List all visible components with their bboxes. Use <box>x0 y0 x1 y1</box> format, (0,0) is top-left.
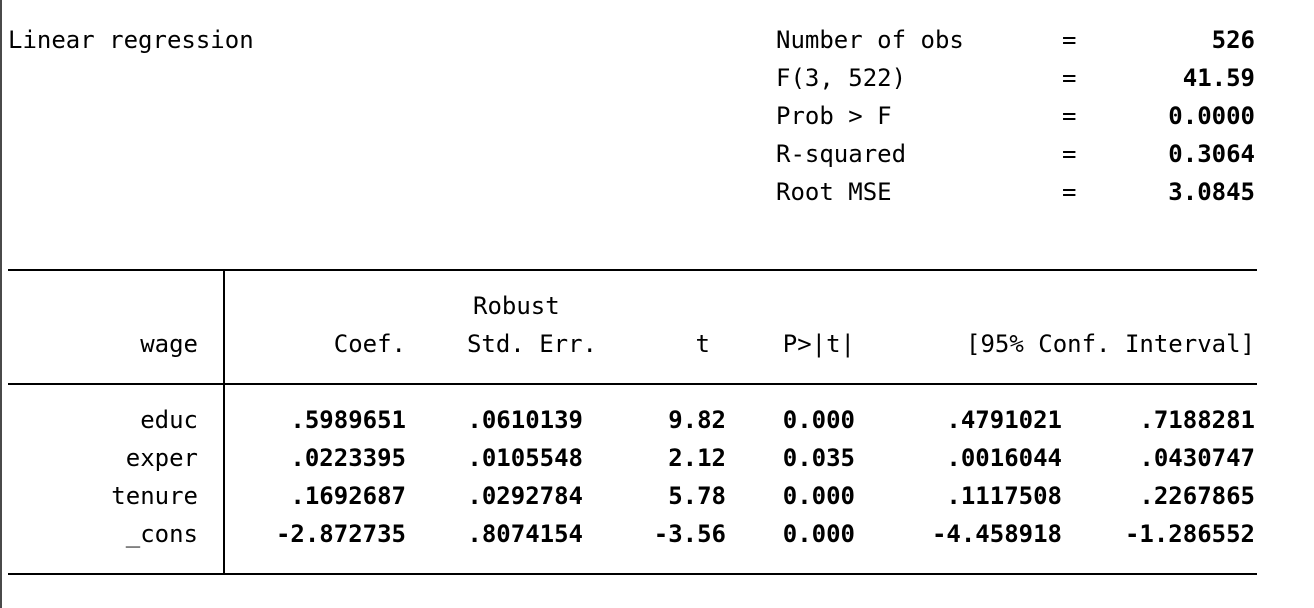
row-lo-educ: .4791021 <box>946 406 1062 434</box>
stat-eq-f: = <box>1062 64 1077 92</box>
row-hi-tenure: .2267865 <box>1139 482 1255 510</box>
row-t-tenure: 5.78 <box>668 482 726 510</box>
row-coef-exper: .0223395 <box>290 444 406 472</box>
table-top-rule <box>8 269 1257 271</box>
row-lo-tenure: .1117508 <box>946 482 1062 510</box>
row-se-tenure: .0292784 <box>467 482 583 510</box>
stat-label-f: F(3, 522) <box>776 64 907 92</box>
row-hi-cons: -1.286552 <box>1124 520 1255 548</box>
header-ci: [95% Conf. Interval] <box>966 330 1255 358</box>
stat-value-probf: 0.0000 <box>1168 102 1255 130</box>
row-coef-tenure: .1692687 <box>290 482 406 510</box>
row-var-educ: educ <box>140 406 198 434</box>
table-column-divider <box>223 270 225 574</box>
stat-value-nobs: 526 <box>1211 26 1255 54</box>
row-var-cons: _cons <box>125 520 198 548</box>
row-coef-educ: .5989651 <box>290 406 406 434</box>
header-coef: Coef. <box>333 330 406 358</box>
row-hi-educ: .7188281 <box>1139 406 1255 434</box>
header-t: t <box>695 330 710 358</box>
row-hi-exper: .0430747 <box>1139 444 1255 472</box>
stat-label-probf: Prob > F <box>776 102 892 130</box>
stat-eq-rsq: = <box>1062 140 1077 168</box>
stat-label-nobs: Number of obs <box>776 26 964 54</box>
table-header-rule <box>8 383 1257 385</box>
row-se-exper: .0105548 <box>467 444 583 472</box>
stat-value-f: 41.59 <box>1182 64 1255 92</box>
stat-label-rsq: R-squared <box>776 140 907 168</box>
table-bottom-rule <box>8 573 1257 575</box>
header-stderr: Std. Err. <box>466 330 597 358</box>
row-t-exper: 2.12 <box>668 444 726 472</box>
row-p-educ: 0.000 <box>782 406 855 434</box>
window-left-border <box>0 0 2 608</box>
row-var-tenure: tenure <box>111 482 198 510</box>
stat-value-rmse: 3.0845 <box>1168 178 1255 206</box>
stat-eq-nobs: = <box>1062 26 1077 54</box>
header-robust: Robust <box>473 292 560 320</box>
row-coef-cons: -2.872735 <box>275 520 406 548</box>
stat-eq-rmse: = <box>1062 178 1077 206</box>
stat-eq-probf: = <box>1062 102 1077 130</box>
row-lo-cons: -4.458918 <box>931 520 1062 548</box>
row-var-exper: exper <box>125 444 198 472</box>
stat-label-rmse: Root MSE <box>776 178 892 206</box>
header-p: P>|t| <box>782 330 855 358</box>
stat-value-rsq: 0.3064 <box>1168 140 1255 168</box>
row-p-exper: 0.035 <box>782 444 855 472</box>
header-depvar: wage <box>140 330 198 358</box>
row-p-cons: 0.000 <box>782 520 855 548</box>
row-p-tenure: 0.000 <box>782 482 855 510</box>
regression-title: Linear regression <box>8 26 254 54</box>
row-t-educ: 9.82 <box>668 406 726 434</box>
row-se-educ: .0610139 <box>467 406 583 434</box>
row-se-cons: .8074154 <box>467 520 583 548</box>
row-lo-exper: .0016044 <box>946 444 1062 472</box>
row-t-cons: -3.56 <box>653 520 726 548</box>
